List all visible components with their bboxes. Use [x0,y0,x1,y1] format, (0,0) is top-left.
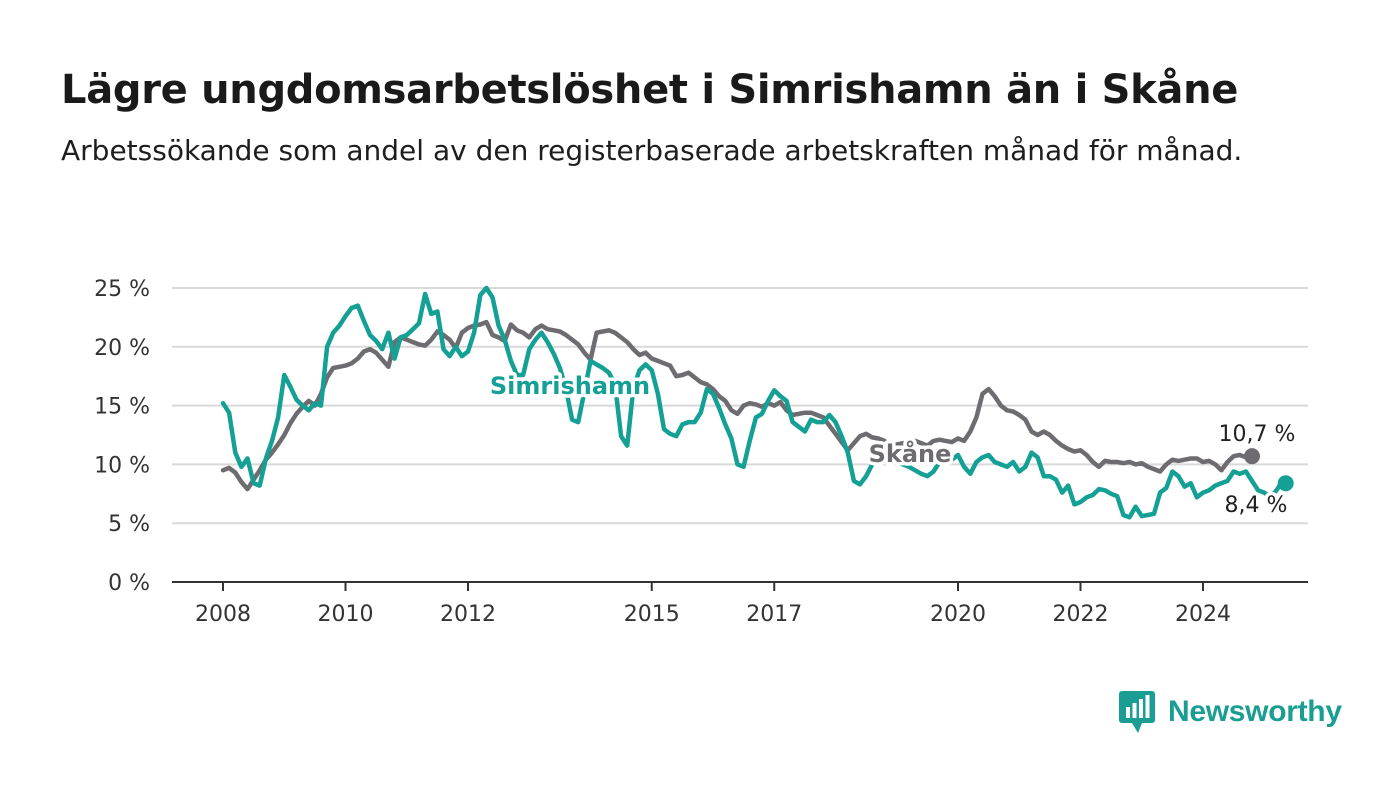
brand-name: Newsworthy [1168,695,1342,728]
y-tick-label: 15 % [94,395,150,420]
x-tick-label: 2022 [1053,602,1109,627]
chart-title: Lägre ungdomsarbetslöshet i Simrishamn ä… [61,67,1239,113]
x-tick-label: 2024 [1175,602,1231,627]
end-value-label-simrishamn: 8,4 % [1225,493,1288,518]
y-tick-label: 10 % [94,453,150,478]
y-tick-label: 25 % [94,277,150,302]
series-line-skane [220,319,1255,492]
y-tick-label: 20 % [94,336,150,361]
series-label-simrishamn: Simrishamn [490,372,650,400]
endpoint-marker-simrishamn [1277,475,1294,492]
newsworthy-logo-icon [1119,691,1155,733]
x-tick-label: 2008 [195,602,251,627]
y-tick-label: 0 % [108,571,150,596]
x-tick-label: 2010 [318,602,374,627]
endpoint-marker-skane [1244,448,1260,465]
series-labels: Simrishamn Skåne 10,7 % 8,4 % [486,369,1299,522]
newsworthy-brand[interactable]: Newsworthy [1118,690,1342,734]
series-line-simrishamn [220,285,1288,520]
series-lines [220,285,1294,520]
x-tick-label: 2012 [440,602,496,627]
grid-lines [172,287,1308,583]
chart-subtitle: Arbetssökande som andel av den registerb… [61,134,1243,167]
x-tick-label: 2020 [930,602,986,627]
x-tick-label: 2017 [746,602,802,627]
x-axis-ticks: 2008 2010 2012 2015 2017 2020 2022 2024 [195,582,1231,627]
series-label-skane: Skåne [869,439,952,468]
end-value-label-skane: 10,7 % [1219,422,1296,447]
y-axis-ticks: 0 % 5 % 10 % 15 % 20 % 25 % [94,277,150,596]
y-tick-label: 5 % [108,512,150,537]
x-tick-label: 2015 [624,602,680,627]
